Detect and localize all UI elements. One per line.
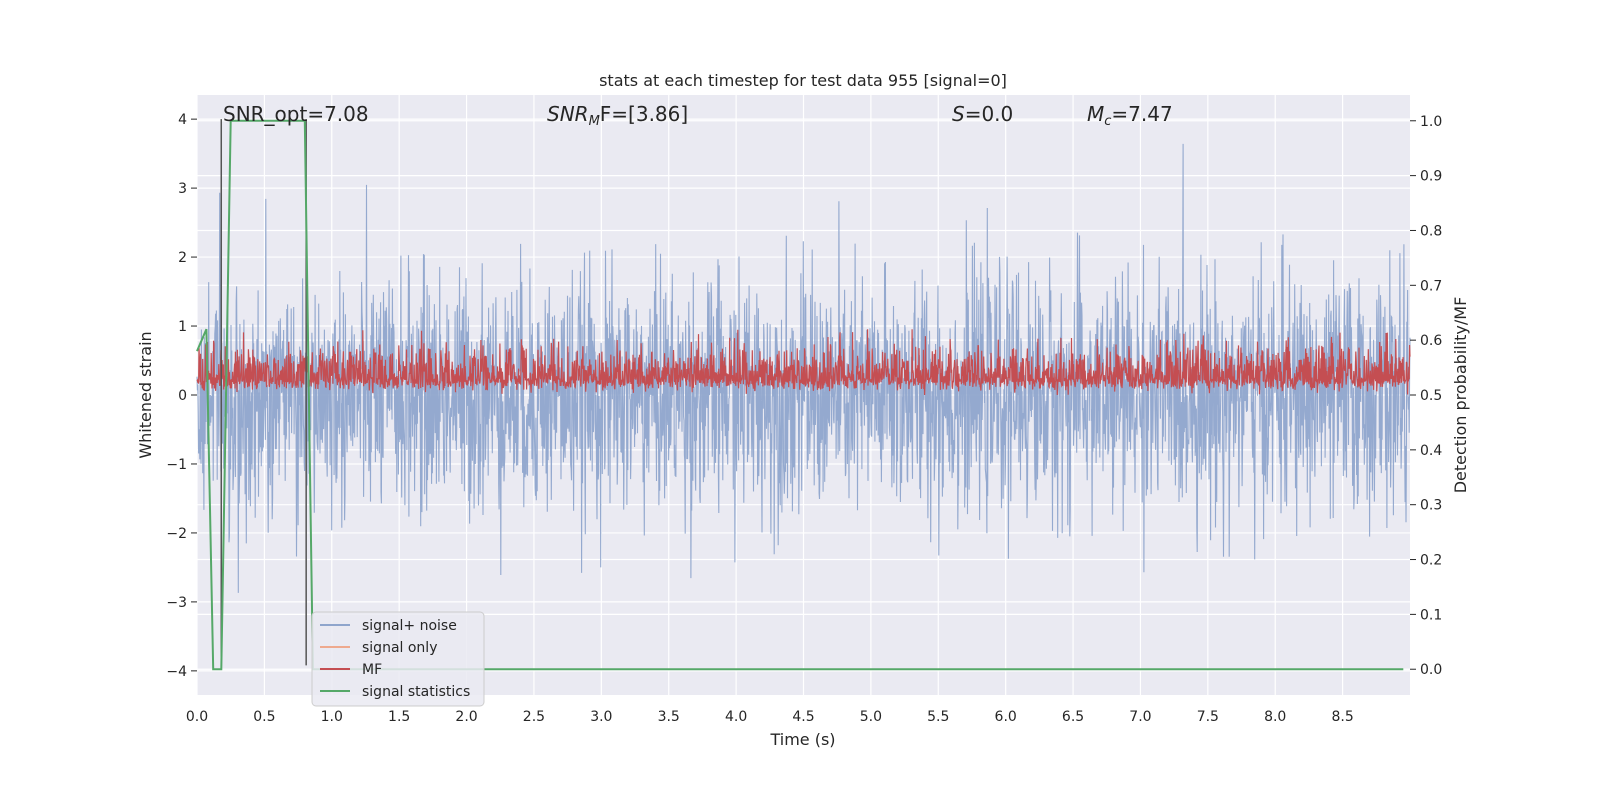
y2-tick-label: 1.0 bbox=[1420, 114, 1442, 130]
y2-tick-label: 0.8 bbox=[1420, 223, 1442, 239]
y2-tick-label: 0.1 bbox=[1420, 607, 1442, 623]
x-tick-label: 3.5 bbox=[658, 709, 680, 725]
series-signal-noise bbox=[196, 143, 1411, 593]
x-tick-label: 6.5 bbox=[1062, 709, 1084, 725]
snr-mf-sub: M bbox=[589, 114, 600, 129]
y-ticks-left: −4 −3 −2 −1 0 1 2 3 4 bbox=[166, 112, 197, 680]
mc-sub: c bbox=[1104, 114, 1111, 129]
y2-tick-label: 0.0 bbox=[1420, 662, 1442, 678]
y2-tick-label: 0.4 bbox=[1420, 443, 1442, 459]
snr-mf-rest: F=[3.86] bbox=[600, 102, 688, 126]
snr-mf-var: SNR bbox=[547, 102, 589, 126]
x-tick-label: 5.5 bbox=[927, 709, 949, 725]
x-tick-label: 4.5 bbox=[792, 709, 814, 725]
legend-box bbox=[311, 611, 485, 707]
y2-tick-label: 0.5 bbox=[1420, 388, 1442, 404]
x-tick-label: 1.0 bbox=[321, 709, 343, 725]
mc-rest: =7.47 bbox=[1111, 102, 1172, 126]
annotation-snr-opt: SNR_opt=7.08 bbox=[223, 102, 369, 126]
s-var: S bbox=[952, 102, 965, 126]
y2-tick-label: 0.6 bbox=[1420, 333, 1442, 349]
y-tick-label: −2 bbox=[166, 526, 187, 542]
line-mf bbox=[196, 329, 1411, 396]
series-mf bbox=[196, 329, 1411, 396]
x-tick-label: 5.0 bbox=[860, 709, 882, 725]
x-ticks: 0.0 0.5 1.0 1.5 2.0 2.5 3.0 3.5 4.0 4.5 5.0 5.5 6.0 6… bbox=[186, 709, 1354, 725]
x-tick-label: 7.5 bbox=[1197, 709, 1219, 725]
legend: signal+ noise signal only MF signal stat… bbox=[311, 611, 485, 707]
x-tick-label: 3.0 bbox=[590, 709, 612, 725]
mc-var: M bbox=[1087, 102, 1104, 126]
series-signal-statistics bbox=[196, 119, 1404, 671]
y-tick-label: 4 bbox=[178, 112, 187, 128]
y-ticks-right: 0.0 0.1 0.2 0.3 0.4 0.5 0.6 0.7 0.8 0.9 1.0 bbox=[1410, 114, 1442, 678]
y2-tick-label: 0.3 bbox=[1420, 498, 1442, 514]
annotation-mc: Mc=7.47 bbox=[1087, 102, 1173, 129]
legend-label-mf: MF bbox=[362, 662, 382, 678]
line-signal-noise bbox=[196, 143, 1411, 593]
y-axis-label: Whitened strain bbox=[136, 331, 155, 458]
annotation-s: S=0.0 bbox=[952, 102, 1013, 126]
y-axis-label-right: Detection probability/MF bbox=[1451, 297, 1470, 494]
x-tick-label: 8.5 bbox=[1331, 709, 1353, 725]
y2-tick-label: 0.7 bbox=[1420, 278, 1442, 294]
y-tick-label: −3 bbox=[166, 595, 187, 611]
x-tick-label: 4.0 bbox=[725, 709, 747, 725]
x-tick-label: 1.5 bbox=[388, 709, 410, 725]
chart-title: stats at each timestep for test data 955… bbox=[599, 71, 1007, 90]
x-tick-label: 2.0 bbox=[455, 709, 477, 725]
x-tick-label: 2.5 bbox=[523, 709, 545, 725]
legend-label-signal-noise: signal+ noise bbox=[362, 618, 457, 634]
y-tick-label: 0 bbox=[178, 388, 187, 404]
y-tick-label: 2 bbox=[178, 250, 187, 266]
legend-label-signal-statistics: signal statistics bbox=[362, 684, 470, 700]
x-axis-label: Time (s) bbox=[769, 730, 835, 749]
y-tick-label: 3 bbox=[178, 181, 187, 197]
y-tick-label: −4 bbox=[166, 664, 187, 680]
legend-label-signal-only: signal only bbox=[362, 640, 437, 656]
y2-tick-label: 0.9 bbox=[1420, 169, 1442, 185]
x-tick-label: 0.0 bbox=[186, 709, 208, 725]
x-tick-label: 8.0 bbox=[1264, 709, 1286, 725]
y2-tick-label: 0.2 bbox=[1420, 553, 1442, 569]
y-tick-label: 1 bbox=[178, 319, 187, 335]
x-tick-label: 7.0 bbox=[1129, 709, 1151, 725]
x-tick-label: 6.0 bbox=[995, 709, 1017, 725]
line-signal-statistics bbox=[196, 119, 1404, 671]
annotation-snr-mf: SNRMF=[3.86] bbox=[547, 102, 688, 129]
x-tick-label: 0.5 bbox=[253, 709, 275, 725]
y-tick-label: −1 bbox=[166, 457, 187, 473]
s-rest: =0.0 bbox=[965, 102, 1014, 126]
